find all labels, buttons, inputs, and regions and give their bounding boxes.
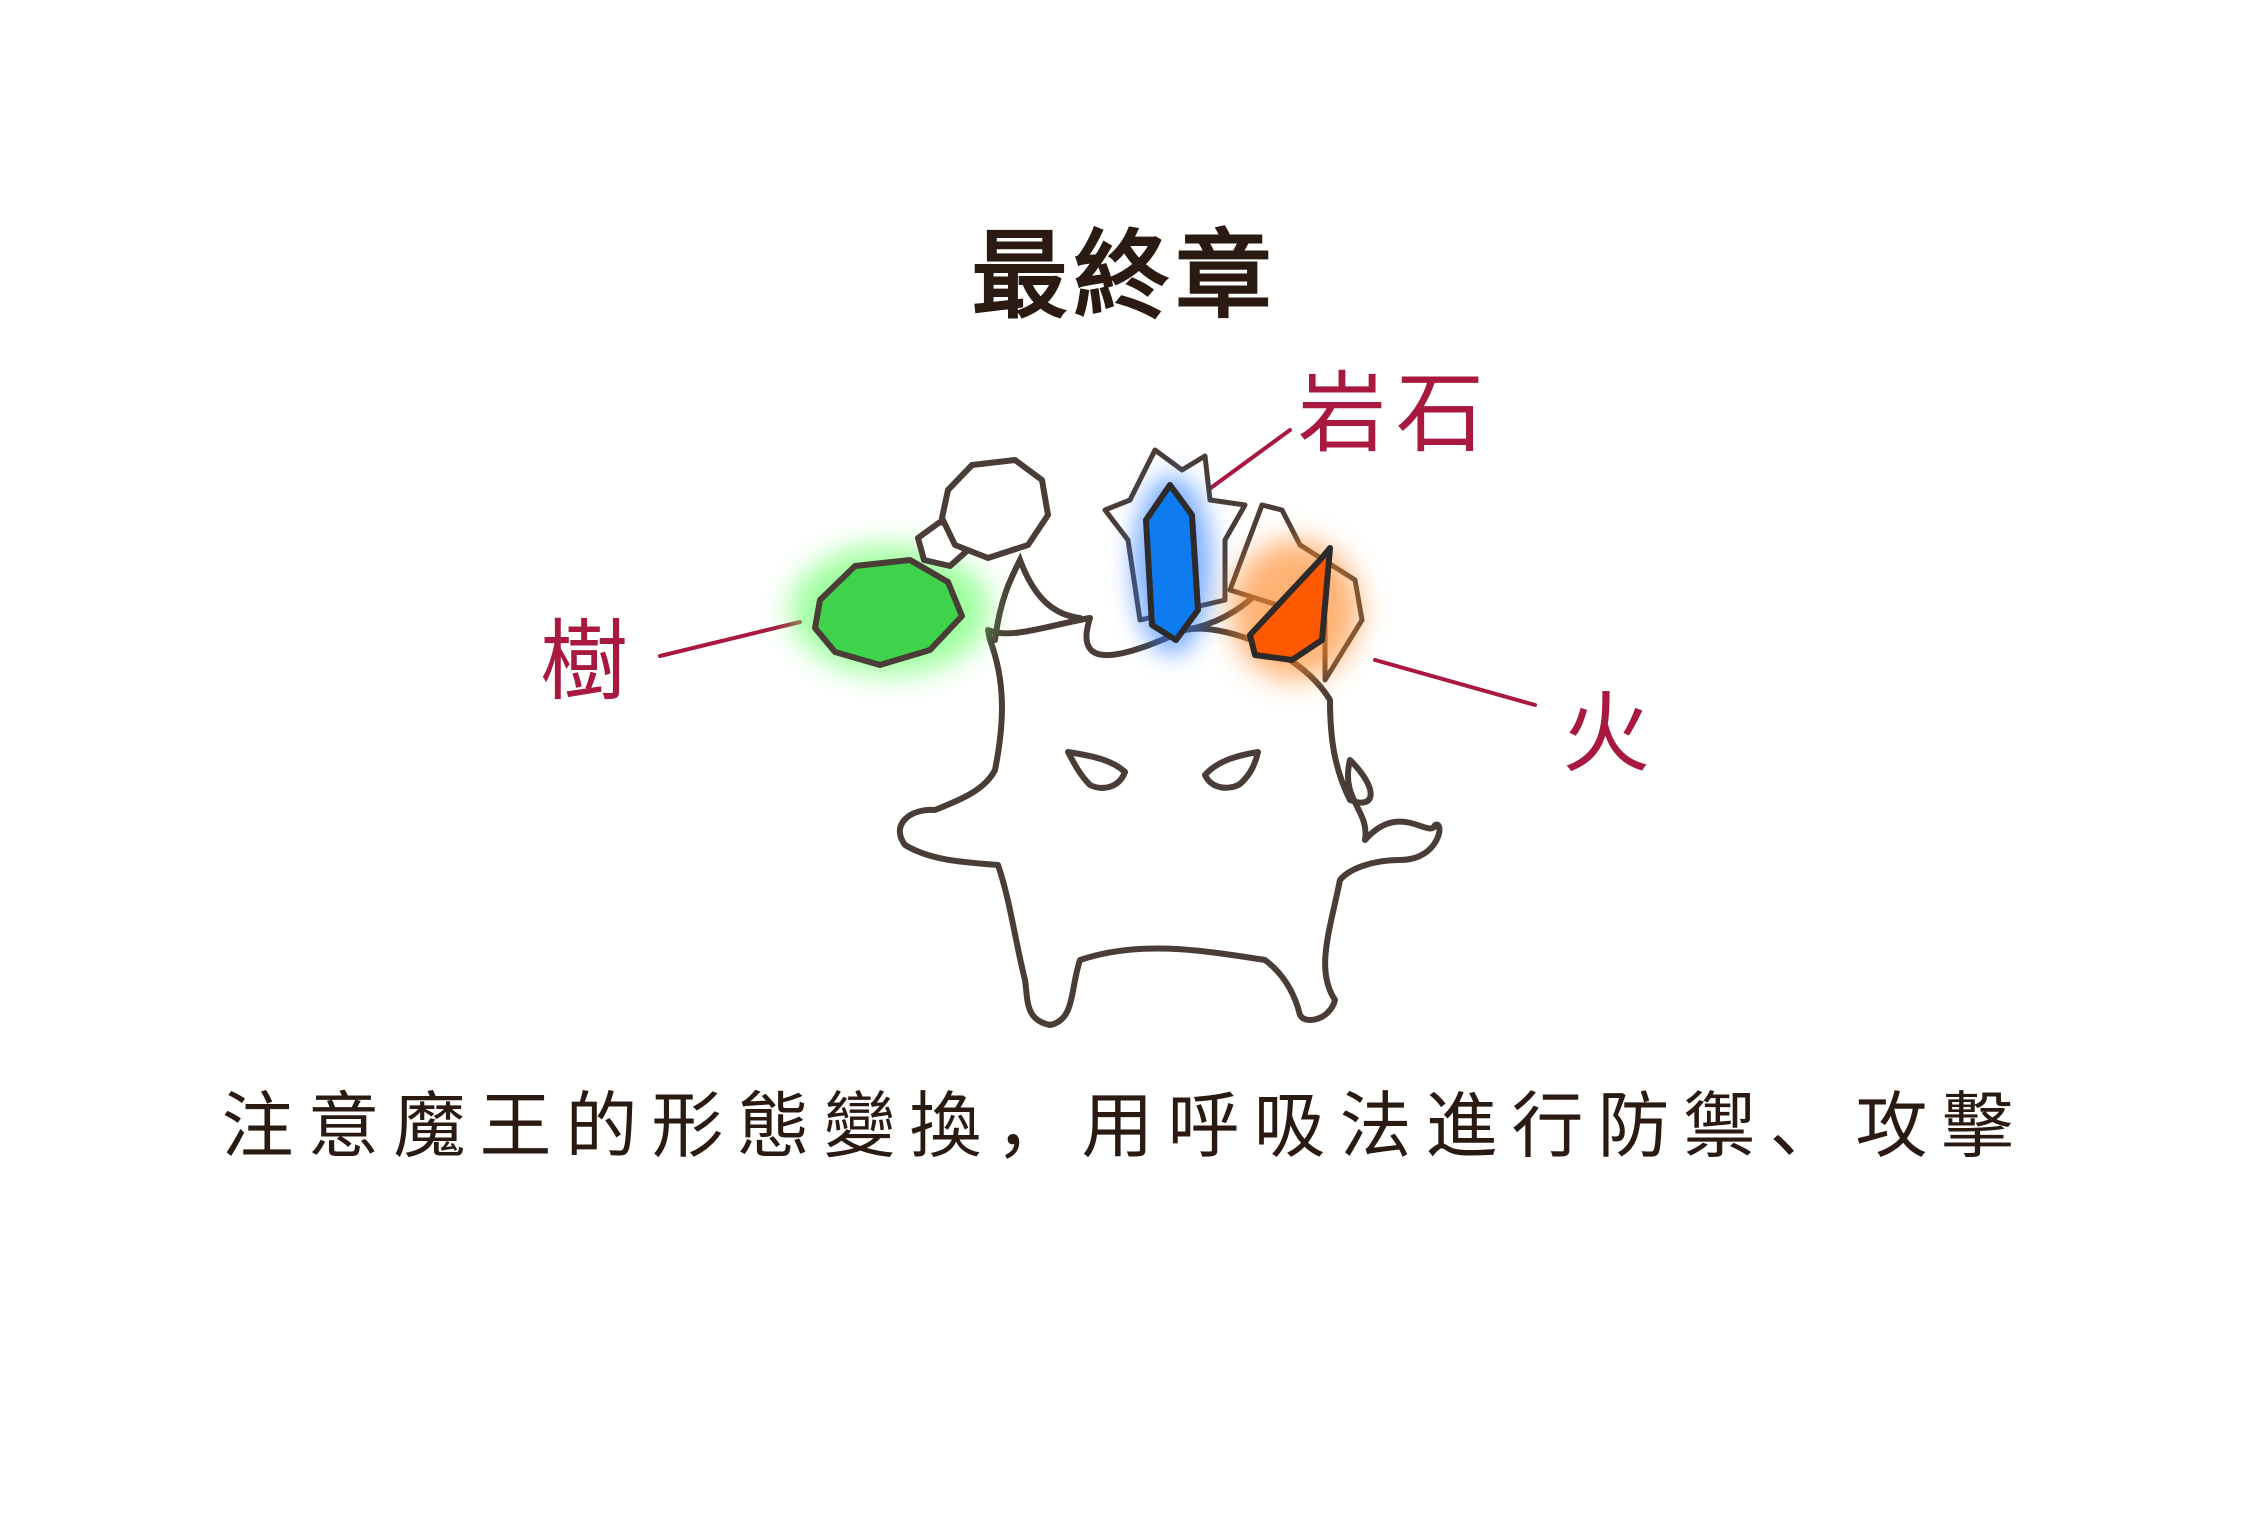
callout-fire: 火 bbox=[1562, 682, 1661, 785]
callout-rock: 岩石 bbox=[1298, 362, 1495, 465]
tree-pointer-line bbox=[658, 620, 802, 658]
tree-large-gem bbox=[939, 457, 1051, 561]
left-arm-outline bbox=[992, 552, 1083, 643]
callout-tree: 樹 bbox=[540, 610, 639, 713]
page-title: 最終章 bbox=[971, 219, 1278, 332]
tree-gem-icon bbox=[812, 557, 965, 668]
demon-king-icon bbox=[896, 615, 1443, 1028]
right-eye-icon bbox=[1202, 749, 1261, 791]
instruction-text: 注意魔王的形態變換，用呼吸法進行防禦、攻擊 bbox=[221, 1084, 2028, 1168]
rock-pointer-line bbox=[1206, 428, 1292, 492]
fire-pointer-line bbox=[1373, 658, 1537, 707]
left-eye-icon bbox=[1065, 749, 1128, 791]
fire-gem-icon bbox=[1247, 545, 1333, 663]
rock-crystal-icon bbox=[1143, 482, 1201, 643]
